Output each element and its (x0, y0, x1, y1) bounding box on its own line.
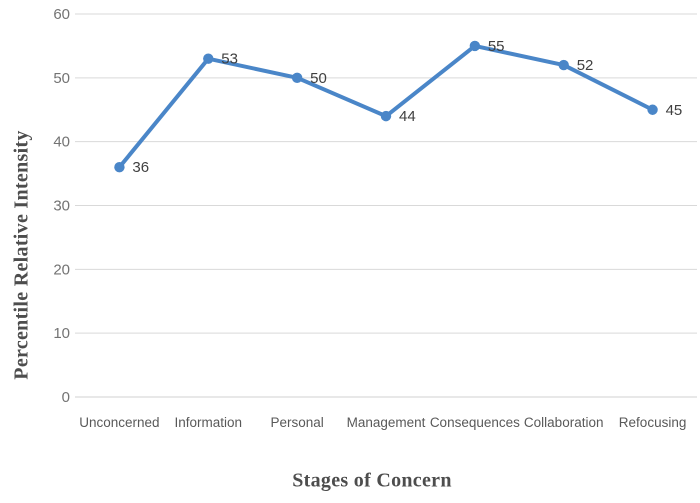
data-point-label: 50 (310, 70, 327, 87)
x-category-label: Personal (270, 415, 323, 430)
data-point-label: 53 (221, 51, 238, 68)
data-point-marker (380, 110, 392, 122)
data-point-label: 36 (132, 159, 149, 176)
data-point-label: 44 (399, 108, 416, 125)
y-tick-label: 50 (53, 70, 70, 87)
data-point-marker (469, 40, 481, 52)
data-point-marker (114, 162, 125, 173)
x-category-label: Consequences (430, 415, 520, 430)
data-point-label: 45 (666, 102, 683, 119)
x-category-label: Management (347, 415, 426, 430)
y-tick-label: 30 (53, 198, 70, 215)
data-point-label: 52 (577, 57, 594, 74)
x-category-label: Refocusing (619, 415, 687, 430)
data-point-marker (203, 53, 214, 64)
data-point-label: 55 (488, 38, 505, 55)
x-axis-title: Stages of Concern (292, 469, 452, 492)
y-axis-title: Percentile Relative Intensity (10, 130, 33, 380)
y-tick-label: 60 (53, 6, 70, 23)
x-category-label: Unconcerned (79, 415, 159, 430)
y-tick-label: 10 (53, 325, 70, 342)
data-point-marker (558, 59, 569, 71)
data-point-marker (647, 104, 658, 115)
y-tick-label: 40 (53, 134, 70, 151)
y-tick-label: 20 (53, 261, 70, 278)
x-category-label: Information (175, 415, 243, 430)
y-tick-label: 0 (62, 389, 70, 406)
series-line (117, 43, 655, 170)
data-point-marker (291, 72, 303, 84)
x-category-label: Collaboration (524, 415, 604, 430)
